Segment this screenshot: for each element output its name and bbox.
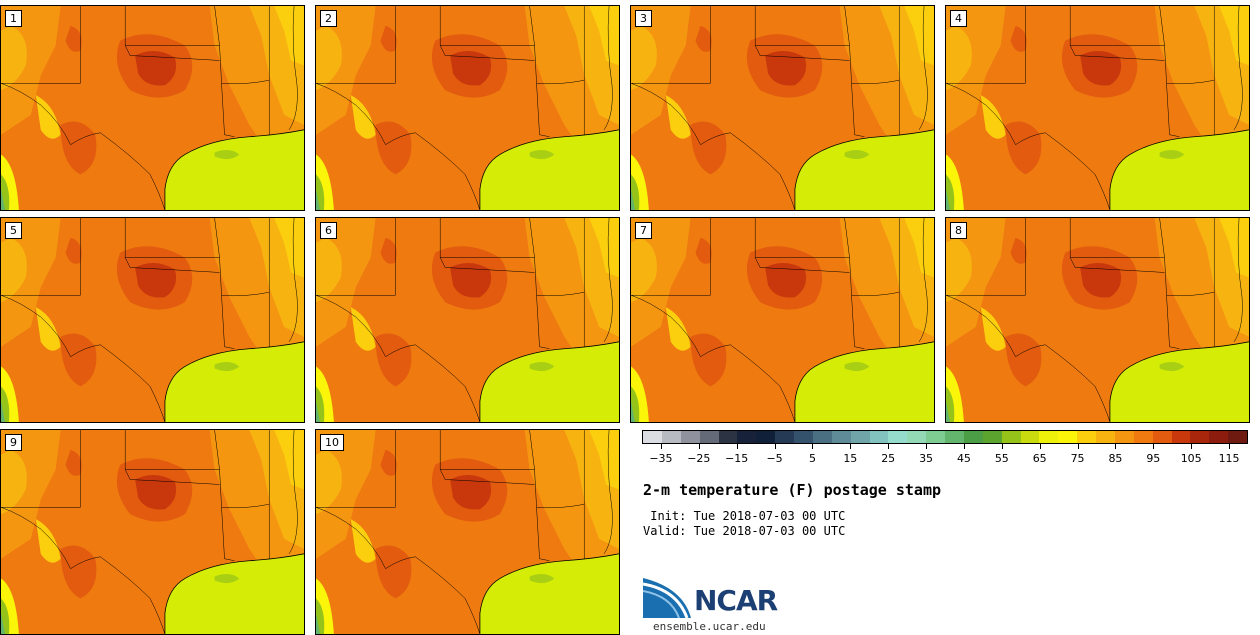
panel-number: 7: [635, 222, 652, 239]
colorbar-swatch: [1039, 431, 1059, 443]
colorbar-tick: [1077, 444, 1079, 449]
panel-number: 1: [5, 10, 22, 27]
map-panel: 4: [945, 5, 1250, 211]
site-url[interactable]: ensemble.ucar.edu: [653, 620, 766, 633]
colorbar-tick-label: 5: [808, 452, 816, 465]
map-panel: 2: [315, 5, 620, 211]
panel-number: 5: [5, 222, 22, 239]
colorbar-swatch: [1020, 431, 1040, 443]
map-panel: 5: [0, 217, 305, 423]
figure-title: 2-m temperature (F) postage stamp: [643, 481, 942, 499]
panel-number: 10: [320, 434, 344, 451]
colorbar-swatch: [1209, 431, 1229, 443]
colorbar-tick: [1039, 444, 1041, 449]
colorbar-tick-label: −35: [649, 452, 673, 465]
colorbar-tick: [926, 444, 928, 449]
colorbar-swatch: [1114, 431, 1134, 443]
colorbar-swatch: [794, 431, 813, 443]
colorbar-tick-label: 115: [1218, 452, 1240, 465]
colorbar-swatch: [907, 431, 927, 443]
colorbar-swatch: [775, 431, 794, 443]
colorbar-tick: [1153, 444, 1155, 449]
colorbar: [642, 430, 1248, 444]
colorbar-swatch: [1096, 431, 1115, 443]
colorbar-tick-label: 35: [919, 452, 934, 465]
ncar-logo-icon: [643, 578, 691, 618]
colorbar-swatch: [661, 431, 681, 443]
colorbar-ticks: −35 −25 −15 −5 5 15 25 35 45 55 65 75 85 95 105 115: [642, 444, 1248, 466]
colorbar-tick-label: −5: [766, 452, 783, 465]
colorbar-swatch: [926, 431, 945, 443]
colorbar-swatch: [699, 431, 719, 443]
colorbar-swatch: [831, 431, 851, 443]
colorbar-swatch: [1152, 431, 1172, 443]
panel-number: 9: [5, 434, 22, 451]
colorbar-swatch: [812, 431, 832, 443]
colorbar-tick-label: 45: [956, 452, 971, 465]
colorbar-tick: [736, 444, 738, 449]
colorbar-swatch: [1001, 431, 1021, 443]
colorbar-swatch: [888, 431, 908, 443]
colorbar-tick-label: 95: [1146, 452, 1161, 465]
panel-number: 2: [320, 10, 337, 27]
colorbar-swatch: [643, 431, 662, 443]
colorbar-swatch: [1077, 431, 1096, 443]
colorbar-tick-label: −15: [725, 452, 749, 465]
colorbar-swatch: [963, 431, 983, 443]
colorbar-swatch: [1133, 431, 1153, 443]
init-time: Init: Tue 2018-07-03 00 UTC: [643, 509, 846, 523]
colorbar-tick-label: 55: [994, 452, 1009, 465]
colorbar-tick-label: 65: [1032, 452, 1047, 465]
colorbar-tick: [774, 444, 776, 449]
valid-time: Valid: Tue 2018-07-03 00 UTC: [643, 524, 846, 538]
colorbar-tick: [698, 444, 700, 449]
colorbar-swatch: [850, 431, 870, 443]
colorbar-tick: [1229, 444, 1231, 449]
panel-number: 8: [950, 222, 967, 239]
panel-number: 6: [320, 222, 337, 239]
colorbar-swatch: [1058, 431, 1078, 443]
colorbar-tick: [1001, 444, 1003, 449]
colorbar-tick: [888, 444, 890, 449]
colorbar-tick: [1115, 444, 1117, 449]
map-panel: 7: [630, 217, 935, 423]
map-panel: 9: [0, 429, 305, 635]
ncar-logo-text: NCAR: [694, 584, 778, 617]
colorbar-tick-label: 85: [1108, 452, 1123, 465]
colorbar-tick-label: 105: [1180, 452, 1202, 465]
colorbar-tick: [812, 444, 814, 449]
colorbar-swatch: [718, 431, 738, 443]
map-panel: 1: [0, 5, 305, 211]
colorbar-swatch: [737, 431, 757, 443]
colorbar-swatch: [945, 431, 964, 443]
colorbar-swatch: [680, 431, 700, 443]
colorbar-tick-label: 75: [1070, 452, 1085, 465]
colorbar-tick: [660, 444, 662, 449]
colorbar-swatch: [869, 431, 889, 443]
map-panel: 3: [630, 5, 935, 211]
panel-number: 3: [635, 10, 652, 27]
colorbar-tick: [850, 444, 852, 449]
colorbar-swatch: [1228, 431, 1247, 443]
colorbar-tick-label: −25: [687, 452, 711, 465]
colorbar-tick: [963, 444, 965, 449]
map-panel: 6: [315, 217, 620, 423]
colorbar-swatch: [756, 431, 776, 443]
colorbar-swatch: [1190, 431, 1210, 443]
colorbar-swatch: [1171, 431, 1191, 443]
map-panel: 10: [315, 429, 620, 635]
map-panel: 8: [945, 217, 1250, 423]
colorbar-swatch: [982, 431, 1002, 443]
colorbar-tick-label: 15: [843, 452, 858, 465]
colorbar-tick: [1191, 444, 1193, 449]
panel-number: 4: [950, 10, 967, 27]
colorbar-tick-label: 25: [881, 452, 896, 465]
